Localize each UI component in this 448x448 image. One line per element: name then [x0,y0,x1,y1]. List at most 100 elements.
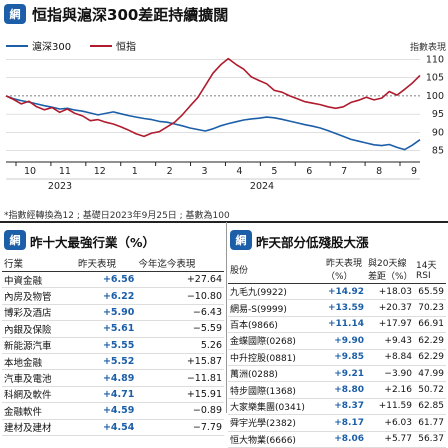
stock-header-row: 股份 昨天表現（%） 與20天線差距（%） 14天RSI [228,255,446,284]
stock-name: 網易-S(9999) [228,299,324,317]
stock-rsi: 70.23 [414,299,446,317]
series-line-hsi [5,57,421,138]
industry-row: 內房及物管 +6.22 −10.80 [2,287,224,305]
industry-ytd: 5.26 [136,337,224,354]
stock-name: 金蝶國際(0268) [228,332,324,350]
stock-change: +9.21 [324,365,366,383]
industry-change: +5.52 [76,353,137,371]
legend-hsi-swatch [90,44,112,47]
industry-row: 金融軟件 +4.59 −0.89 [2,402,224,420]
stock-row: 特步國際(1368) +8.80 +2.16 50.72 [228,381,446,399]
stock-ma20-gap: +18.03 [366,283,414,301]
x-tick-7: 7 [341,166,347,177]
stock-change: +9.85 [324,349,366,366]
industry-change: +4.54 [76,419,137,436]
stock-ma20-gap: −3.90 [366,365,414,383]
y-tick-100: 100 [426,91,444,102]
industry-row: 博彩及酒店 +5.90 −6.43 [2,304,224,322]
industry-table: 行業 昨天表現 今年迄今表現 中資金融 +6.56 +27.64 內房及物管 +6.22… [2,255,224,436]
y-axis-label: 指數表現 [410,41,446,53]
stock-row: 舜宇光學(2382) +8.17 +6.03 61.77 [228,414,446,432]
stock-rsi: 47.99 [414,365,446,383]
left-title: 昨十大最強行業（%） [30,235,156,250]
y-tick-85: 85 [432,146,444,157]
legend-hs300: 滬深300 [6,38,71,53]
industry-change: +4.89 [76,369,137,387]
industry-ytd: −6.43 [136,304,224,322]
industry-row: 本地金融 +5.52 +15.87 [2,353,224,371]
x-tick-5: 5 [271,166,277,177]
stock-ma20-gap: +9.43 [366,332,414,350]
stock-change: +8.80 [324,381,366,399]
stock-change: +13.59 [324,299,366,317]
stock-change: +8.06 [324,431,366,448]
industry-change: +6.22 [76,287,137,305]
stock-ma20-gap: +11.59 [366,398,414,416]
chart-note: *指數經轉換為12 ; 基礎日2023年9月25日 ; 基數為100 [4,211,230,221]
stock-row: 恒大物業(6666) +8.06 +5.77 56.37 [228,431,446,448]
stock-rsi: 62.29 [414,349,446,366]
divider-vertical [226,222,227,413]
industry-ytd: −11.81 [136,369,224,387]
stock-rsi: 61.77 [414,414,446,432]
stock-name: 萬洲(0288) [228,365,324,383]
col-stock: 股份 [228,255,324,284]
industry-header-row: 行業 昨天表現 今年迄今表現 [2,255,224,272]
stock-name: 特步國際(1368) [228,381,324,399]
stock-ma20-gap: +2.16 [366,381,414,399]
header-badge: 網 [4,4,26,24]
industry-ytd: +27.64 [136,271,224,289]
stock-rsi: 56.37 [414,431,446,448]
x-tick-8: 8 [376,166,382,177]
col-rsi: 14天RSI [414,255,446,284]
industry-change: +5.90 [76,304,137,322]
stock-rsi: 65.59 [414,283,446,301]
legend-hsi-label: 恒指 [116,42,136,53]
legend-hs300-swatch [6,44,28,47]
industry-name: 金融軟件 [2,402,76,420]
industry-row: 中資金融 +6.56 +27.64 [2,271,224,289]
series-line-hs300 [5,95,421,151]
stock-change: +8.37 [324,398,366,416]
year-label-2024: 2024 [250,181,274,192]
stock-name: 恒大物業(6666) [228,431,324,448]
x-tick-3: 3 [202,166,208,177]
x-tick-12: 12 [94,166,106,177]
industry-change: +4.71 [76,386,137,404]
stock-name: 舜宇光學(2382) [228,414,324,432]
x-tick-10: 10 [24,166,36,177]
x-tick-1: 1 [132,166,138,177]
stock-change: +11.14 [324,316,366,334]
industry-row: 建材及建材 +4.54 −7.79 [2,419,224,436]
industry-name: 新能源汽車 [2,337,76,354]
stock-change: +14.92 [324,283,366,301]
stock-ma20-gap: +6.03 [366,414,414,432]
col-yesterday: 昨天表現 [76,255,137,272]
stock-ma20-gap: +8.84 [366,349,414,366]
industry-name: 內房及物管 [2,287,76,305]
industry-change: +5.55 [76,337,137,354]
stock-row: 九毛九(9922) +14.92 +18.03 65.59 [228,283,446,301]
x-tick-2: 2 [167,166,173,177]
stock-name: 大家樂集團(0341) [228,398,324,416]
stock-rsi: 50.72 [414,381,446,399]
y-tick-95: 95 [432,109,444,120]
industry-name: 博彩及酒店 [2,304,76,322]
stock-change: +8.17 [324,414,366,432]
stock-row: 網易-S(9999) +13.59 +20.37 70.23 [228,299,446,317]
col-ma20: 與20天線差距（%） [366,255,414,284]
y-tick-90: 90 [432,127,444,138]
legend-hsi: 恒指 [90,38,136,53]
stock-rsi: 62.85 [414,398,446,416]
industry-name: 汽車及電池 [2,369,76,387]
col-ytd: 今年迄今表現 [136,255,224,272]
stock-row: 中升控股(0881) +9.85 +8.84 62.29 [228,349,446,366]
chart-title: 恒指與滬深300差距持續擴闊 [32,6,229,24]
industry-name: 中資金融 [2,271,76,289]
industry-name: 本地金融 [2,353,76,371]
stock-table: 股份 昨天表現（%） 與20天線差距（%） 14天RSI 九毛九(9922) +1… [228,255,446,448]
divider-top [0,221,448,223]
stock-rsi: 66.91 [414,316,446,334]
industry-ytd: +15.91 [136,386,224,404]
x-tick-6: 6 [306,166,312,177]
